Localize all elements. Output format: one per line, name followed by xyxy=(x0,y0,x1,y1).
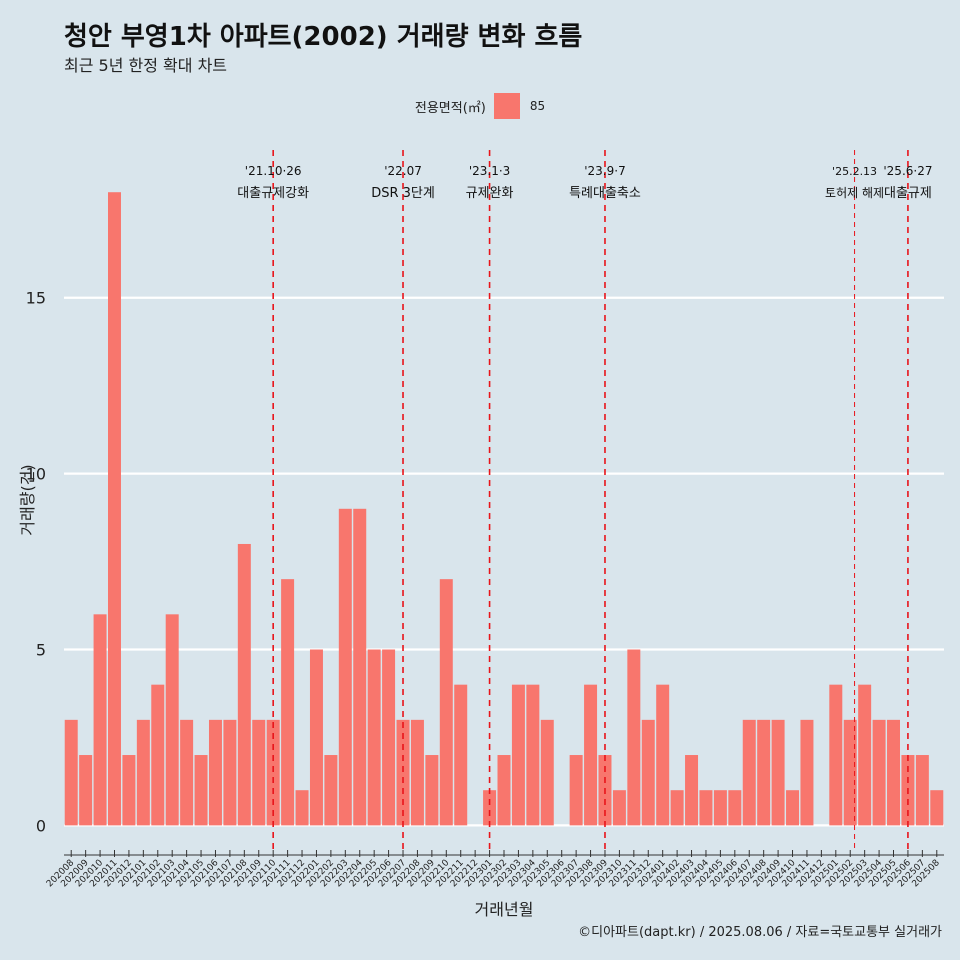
bar-202204 xyxy=(353,508,367,826)
bar-202305 xyxy=(540,719,554,826)
bar-202011 xyxy=(108,192,121,826)
bar-202312 xyxy=(641,719,655,826)
bar-202503 xyxy=(858,684,872,826)
event-date: '21.10·26 xyxy=(245,164,302,178)
bar-202308 xyxy=(584,684,598,826)
bar-202105 xyxy=(194,755,208,826)
bar-202211 xyxy=(454,684,468,826)
bar-202010 xyxy=(93,614,107,826)
source-caption: ©디아파트(dapt.kr) / 2025.08.06 / 자료=국토교통부 실… xyxy=(578,925,942,940)
legend-item-label: 85 xyxy=(529,99,546,113)
bar-202504 xyxy=(872,719,886,826)
event-date: '25.2.13 xyxy=(832,165,877,178)
bar-202410 xyxy=(786,790,800,826)
bar-202501 xyxy=(829,684,843,826)
y-tick-label: 0 xyxy=(36,816,46,835)
bar-202201 xyxy=(309,649,323,826)
bar-202505 xyxy=(887,719,900,826)
bar-202202 xyxy=(324,755,338,826)
bar-202206 xyxy=(382,649,396,826)
bar-202408 xyxy=(757,719,771,826)
bar-202102 xyxy=(151,684,165,826)
y-tick-label: 5 xyxy=(36,640,46,659)
event-date: '25.6·27 xyxy=(883,164,932,178)
bar-202307 xyxy=(569,755,583,826)
event-label: 대출규제 xyxy=(884,186,932,201)
bar-202304 xyxy=(526,684,540,826)
bar-202403 xyxy=(685,755,699,826)
event-date: '22.07 xyxy=(384,164,422,178)
bar-202411 xyxy=(800,719,814,826)
chart-title: 청안 부영1차 아파트(2002) 거래량 변화 흐름 xyxy=(64,22,583,52)
y-axis-title: 거래량(건) xyxy=(18,464,37,535)
event-label: 규제완화 xyxy=(466,186,514,201)
x-axis-title: 거래년월 xyxy=(475,900,534,919)
bar-202406 xyxy=(728,790,742,826)
event-label: 특례대출축소 xyxy=(569,186,641,201)
bar-202203 xyxy=(338,508,352,826)
bar-202508 xyxy=(930,790,944,826)
bar-202210 xyxy=(439,579,453,826)
bar-202012 xyxy=(122,755,136,826)
bar-202107 xyxy=(223,719,237,826)
bar-202110 xyxy=(266,719,280,826)
bar-202103 xyxy=(165,614,179,826)
y-tick-label: 15 xyxy=(26,289,46,308)
bar-202109 xyxy=(252,719,266,826)
chart-subtitle: 최근 5년 한정 확대 차트 xyxy=(64,56,228,75)
bar-202401 xyxy=(656,684,670,826)
bar-202207 xyxy=(396,719,410,826)
bar-202502 xyxy=(843,719,857,826)
bar-202409 xyxy=(771,719,785,826)
event-date: '23.1·3 xyxy=(469,164,510,178)
event-label: 대출규제강화 xyxy=(237,186,309,201)
bar-202209 xyxy=(425,755,439,826)
legend: 전용면적(㎡) 85 xyxy=(0,93,960,119)
bar-202104 xyxy=(180,719,194,826)
bar-202112 xyxy=(295,790,309,826)
bar-202108 xyxy=(237,543,251,826)
y-tick-label: 10 xyxy=(26,465,46,484)
bar-202303 xyxy=(511,684,525,826)
bar-202208 xyxy=(410,719,424,826)
bar-202101 xyxy=(136,719,150,826)
bar-202009 xyxy=(79,755,93,826)
bar-202301 xyxy=(483,790,497,826)
bar-202302 xyxy=(497,755,511,826)
event-label: 토허제 해제 xyxy=(825,186,884,200)
bar-202405 xyxy=(713,790,727,826)
bar-202310 xyxy=(612,790,626,826)
bar-202111 xyxy=(281,579,295,826)
bar-202407 xyxy=(742,719,756,826)
event-label: DSR 3단계 xyxy=(371,186,435,201)
bar-202402 xyxy=(670,790,684,826)
legend-title: 전용면적(㎡) xyxy=(414,100,486,116)
bar-202311 xyxy=(627,649,641,826)
bar-202106 xyxy=(208,719,222,826)
bar-202507 xyxy=(915,755,929,826)
bar-202205 xyxy=(367,649,381,826)
legend-swatch xyxy=(493,93,520,119)
bar-202404 xyxy=(699,790,713,826)
bar-202008 xyxy=(64,719,78,826)
event-date: '23.9·7 xyxy=(584,164,625,178)
